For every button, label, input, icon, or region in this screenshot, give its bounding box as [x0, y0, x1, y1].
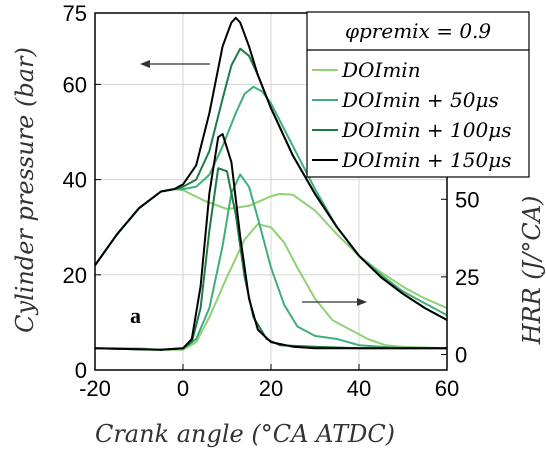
hrr-line-series-3: [94, 167, 447, 351]
x-tick-label: 20: [259, 376, 283, 401]
y-tick-label-left: 0: [75, 358, 87, 383]
legend-label: DOImin + 150μs: [341, 148, 511, 172]
hrr-axis-arrow: [302, 298, 367, 306]
y-tick-label-left: 40: [63, 168, 87, 193]
pressure-axis-arrow: [140, 60, 210, 68]
legend-title: φpremix = 0.9: [345, 19, 491, 43]
y-axis-title-left: Cylinder pressure (bar): [11, 47, 39, 333]
hrr-line-series-4: [94, 133, 447, 351]
y-tick-label-right: 50: [455, 187, 479, 212]
legend-box: [306, 11, 530, 178]
legend: φpremix = 0.9 DOImin DOImin + 50μs DOImin …: [306, 11, 530, 178]
legend-label: DOImin + 100μs: [341, 118, 511, 142]
y-tick-label-left: 75: [63, 1, 87, 26]
y-tick-label-right: 0: [455, 342, 467, 367]
x-tick-label: -20: [79, 376, 111, 401]
x-tick-label: 0: [177, 376, 189, 401]
y-tick-label-right: 25: [455, 265, 479, 290]
y-tick-label-left: 20: [63, 263, 87, 288]
y-axis-title-right: HRR (J/°CA): [518, 196, 546, 346]
panel-label: a: [130, 303, 141, 328]
x-axis-title: Crank angle (°CA ATDC): [95, 420, 395, 448]
hrr-line-series-2: [94, 173, 447, 351]
legend-items: DOImin DOImin + 50μs DOImin + 100μs DOImin …: [312, 58, 511, 172]
pressure-line-series-4: [94, 16, 448, 321]
x-tick-label: 60: [435, 376, 459, 401]
legend-label: DOImin + 50μs: [341, 88, 499, 112]
legend-label: DOImin: [341, 58, 421, 82]
x-tick-label: 40: [347, 376, 371, 401]
y-tick-label-left: 60: [63, 72, 87, 97]
hrr-line-series-1: [95, 223, 448, 351]
series-lines: [94, 16, 448, 351]
